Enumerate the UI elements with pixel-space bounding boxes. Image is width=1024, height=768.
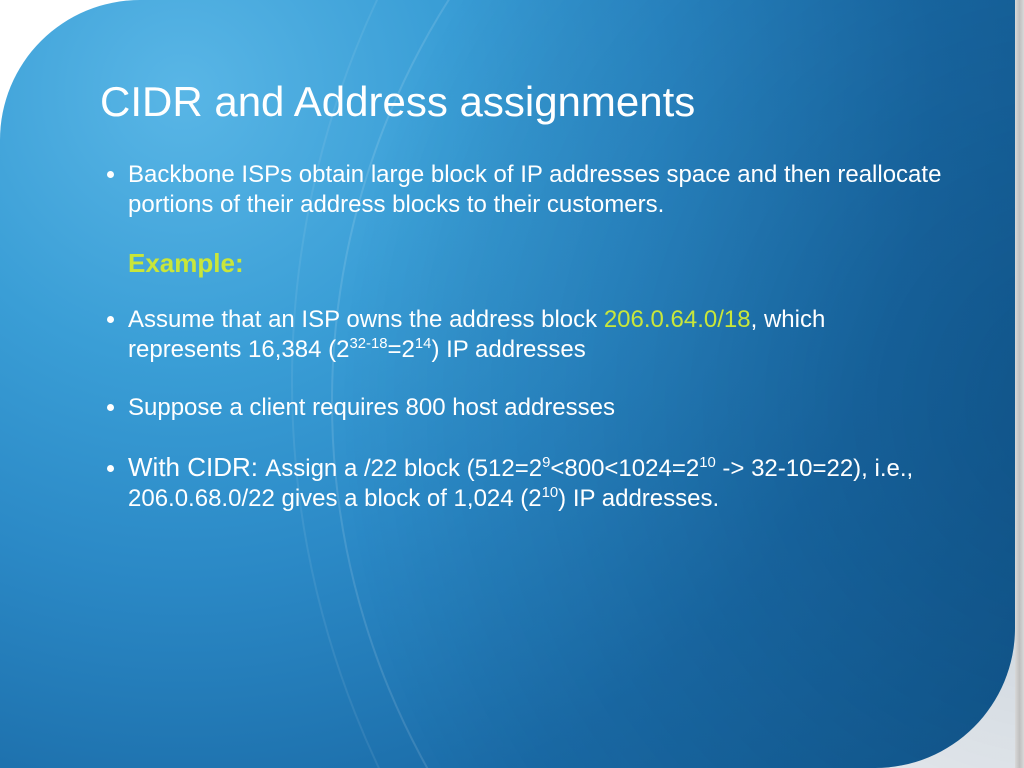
slide: CIDR and Address assignments Backbone IS… xyxy=(0,0,1024,768)
bullet-2-text-post2: =2 xyxy=(388,336,415,363)
bullet-2-text-pre: Assume that an ISP owns the address bloc… xyxy=(128,306,604,333)
example-label: Example: xyxy=(126,248,945,279)
bullet-list: Backbone ISPs obtain large block of IP a… xyxy=(100,160,945,220)
bullet-2: Assume that an ISP owns the address bloc… xyxy=(128,305,945,365)
bullet-1: Backbone ISPs obtain large block of IP a… xyxy=(128,160,945,220)
bullet-2-sup2: 14 xyxy=(415,336,432,352)
bullet-4-lead: With CIDR: xyxy=(128,452,265,482)
bullet-2-highlight: 206.0.64.0/18 xyxy=(604,306,751,333)
slide-title: CIDR and Address assignments xyxy=(100,78,945,126)
bullet-4-s3: 10 xyxy=(542,485,559,501)
right-edge-strip xyxy=(1015,0,1024,768)
slide-content: CIDR and Address assignments Backbone IS… xyxy=(0,0,1015,768)
bullet-4: With CIDR: Assign a /22 block (512=29<80… xyxy=(128,451,945,514)
bullet-2-sup1: 32-18 xyxy=(349,336,387,352)
bullet-4-t2: <800<1024=2 xyxy=(550,455,699,482)
bullet-4-t1: Assign a /22 block (512=2 xyxy=(265,455,542,482)
bullet-list-cont: Assume that an ISP owns the address bloc… xyxy=(100,305,945,514)
bullet-2-text-post3: ) IP addresses xyxy=(431,336,585,363)
bullet-3: Suppose a client requires 800 host addre… xyxy=(128,393,945,423)
bullet-4-t4: ) IP addresses. xyxy=(558,485,719,512)
bullet-4-s2: 10 xyxy=(699,455,716,471)
